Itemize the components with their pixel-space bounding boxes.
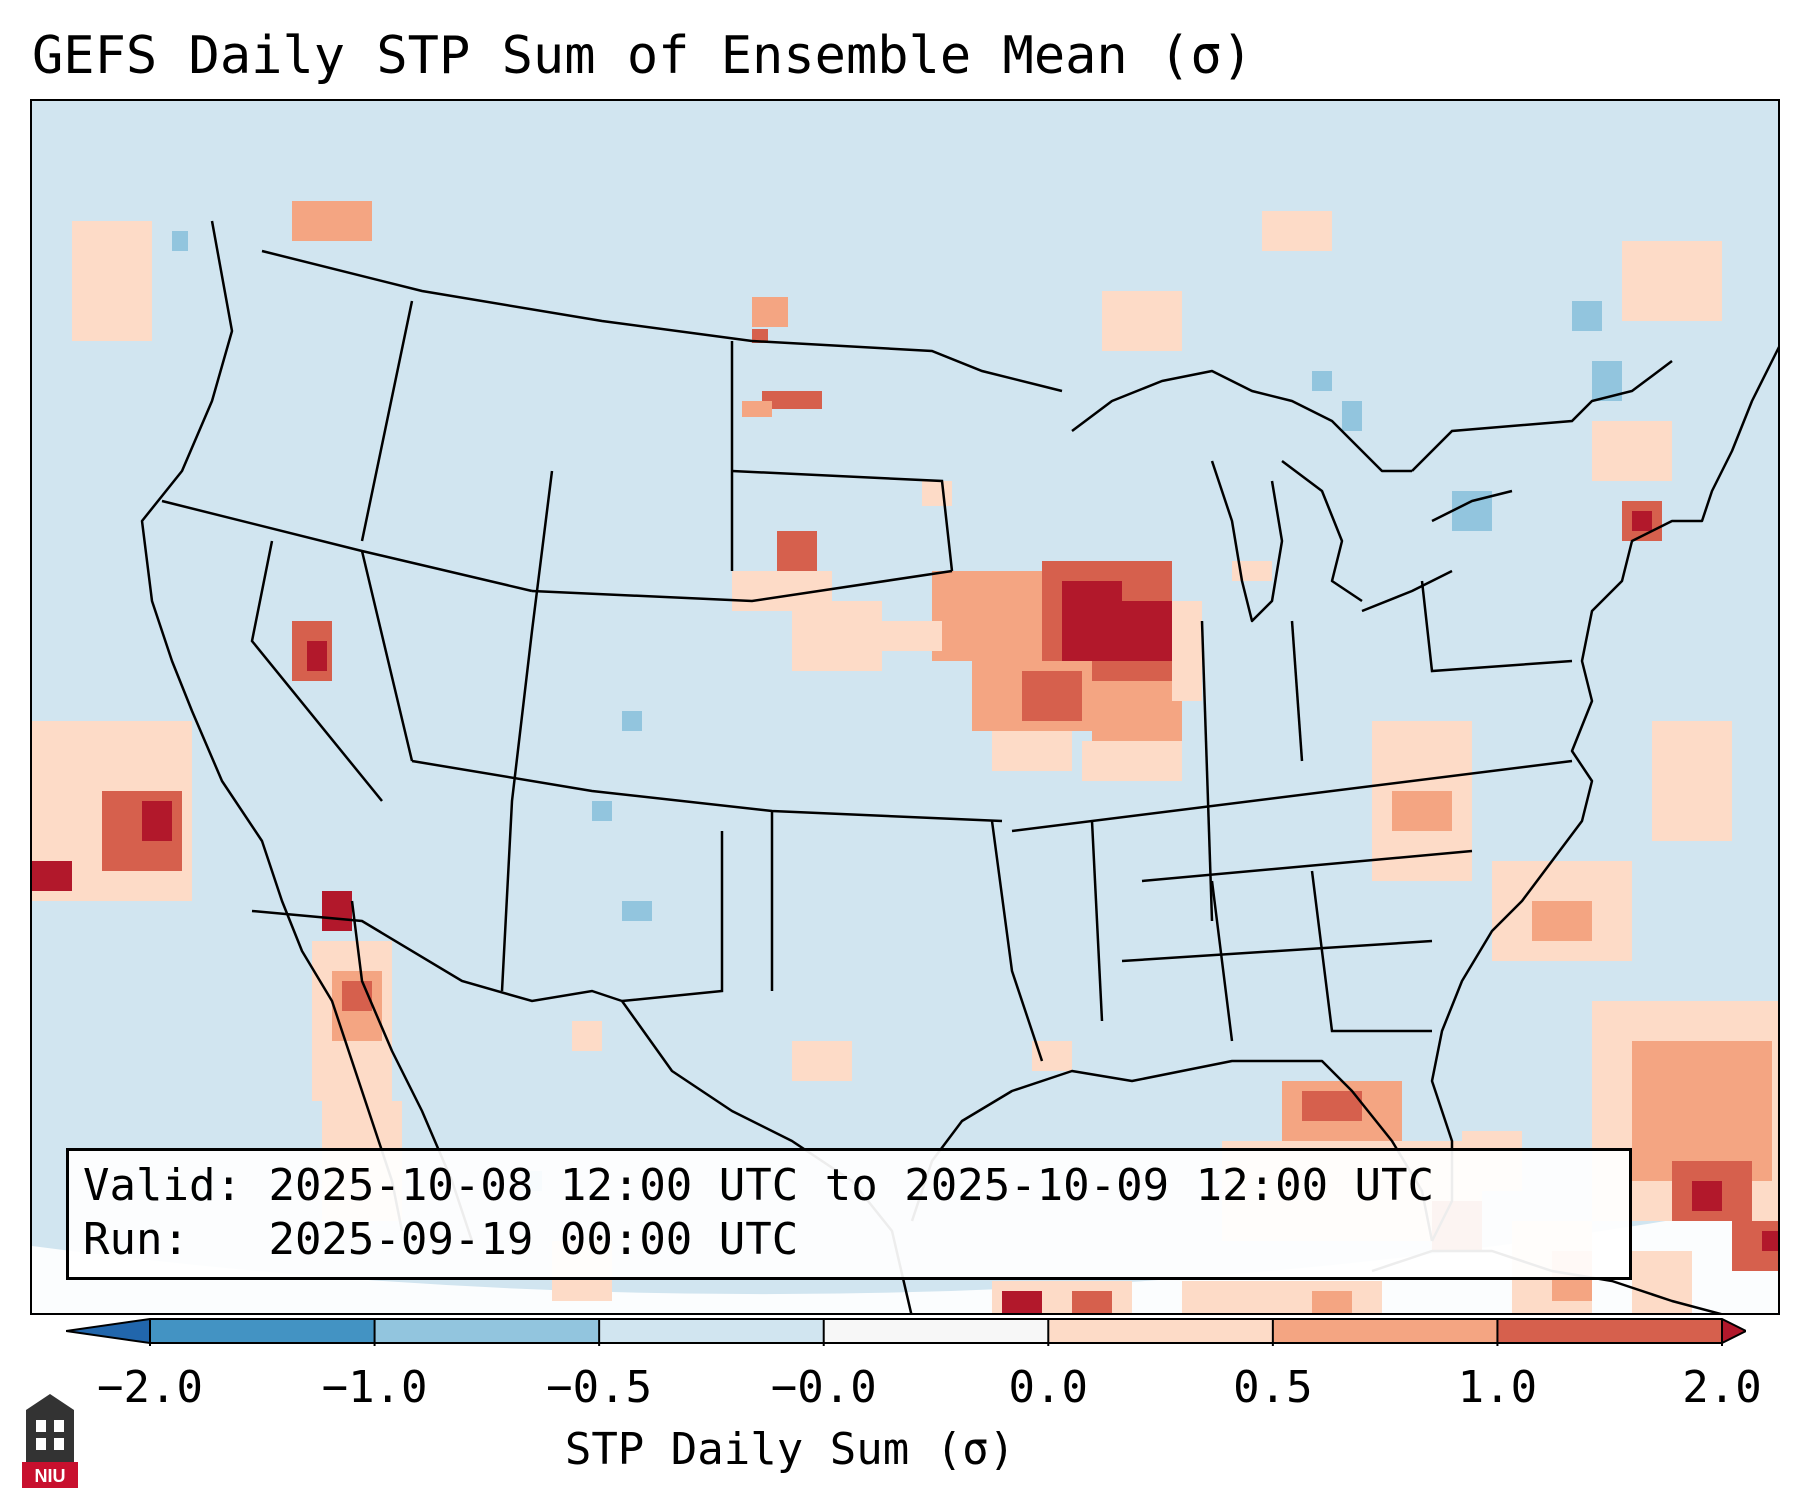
colorbar-tick-label: −1.0 <box>321 1362 428 1413</box>
niu-logo: NIU <box>22 1394 78 1488</box>
colorbar-bin <box>823 1319 1049 1343</box>
valid-label: Valid: <box>83 1160 242 1211</box>
atlantic-coastline <box>1430 346 1778 1242</box>
state-line-7 <box>1011 759 1573 833</box>
colorbar-tick-label: 0.5 <box>1233 1362 1313 1413</box>
state-line-5 <box>621 831 724 1003</box>
state-line-12 <box>500 470 554 992</box>
lake-superior <box>1071 369 1412 473</box>
state-line-6 <box>990 820 1044 1062</box>
colorbar-tick-label: 0.0 <box>1008 1362 1089 1413</box>
colorbar-bin <box>1272 1319 1498 1343</box>
colorbar-tick-label: 2.0 <box>1682 1362 1762 1413</box>
state-line-13 <box>360 550 414 762</box>
state-line-19 <box>1090 820 1104 1022</box>
logo-text: NIU <box>35 1466 66 1486</box>
state-line-8 <box>1141 849 1473 883</box>
valid-range: 2025-10-08 12:00 UTC to 2025-10-09 12:00… <box>268 1160 1435 1211</box>
map-svg <box>32 201 1778 1313</box>
colorbar-tick-label: −0.0 <box>770 1362 877 1413</box>
run-time: 2025-09-19 00:00 UTC <box>268 1214 799 1265</box>
logo-tower <box>26 1410 74 1462</box>
state-line-14 <box>250 540 383 802</box>
west-coastline <box>140 220 404 1232</box>
colorbar-tick-label: −0.5 <box>546 1362 653 1413</box>
state-line-9 <box>1121 939 1433 963</box>
canada-border-east <box>1411 360 1673 472</box>
colorbar-bin <box>1722 1319 1746 1343</box>
state-line-1 <box>161 499 533 593</box>
colorbar-tick-label: −2.0 <box>97 1362 203 1413</box>
state-line-2 <box>531 569 953 603</box>
lake-huron <box>1281 460 1363 603</box>
colorbar-bin <box>599 1319 825 1343</box>
state-line-16 <box>1200 620 1214 922</box>
figure-title: GEFS Daily STP Sum of Ensemble Mean (σ) <box>32 26 1253 86</box>
colorbar <box>66 1318 1746 1346</box>
colorbar-label: STP Daily Sum (σ) <box>564 1424 1016 1475</box>
state-line-21 <box>1310 870 1432 1033</box>
colorbar-bin <box>150 1319 376 1343</box>
lake-ontario <box>1431 489 1513 523</box>
state-line-10 <box>731 469 954 572</box>
run-label: Run: <box>83 1214 189 1265</box>
colorbar-bin <box>1048 1319 1274 1343</box>
map-panel <box>30 99 1780 1315</box>
valid-time-box: Valid: 2025-10-08 12:00 UTC to 2025-10-0… <box>66 1148 1632 1280</box>
canada-border <box>261 249 1063 393</box>
us-gulf-coast <box>910 1059 1434 1242</box>
lake-erie <box>1361 569 1453 613</box>
colorbar-bin <box>66 1319 150 1343</box>
logo-roof <box>26 1394 74 1410</box>
state-line-15 <box>360 300 414 542</box>
state-line-20 <box>1210 880 1234 1042</box>
political-borders <box>161 249 1673 1062</box>
state-line-17 <box>1290 620 1304 762</box>
mexico-border <box>251 909 623 1003</box>
state-line-3 <box>411 759 1003 823</box>
state-line-18 <box>1420 580 1573 673</box>
colorbar-bin <box>374 1319 600 1343</box>
lake-michigan <box>1210 460 1284 623</box>
logo-banner <box>22 1462 78 1488</box>
colorbar-bin <box>1497 1319 1723 1343</box>
colorbar-tick-label: 1.0 <box>1457 1362 1538 1413</box>
